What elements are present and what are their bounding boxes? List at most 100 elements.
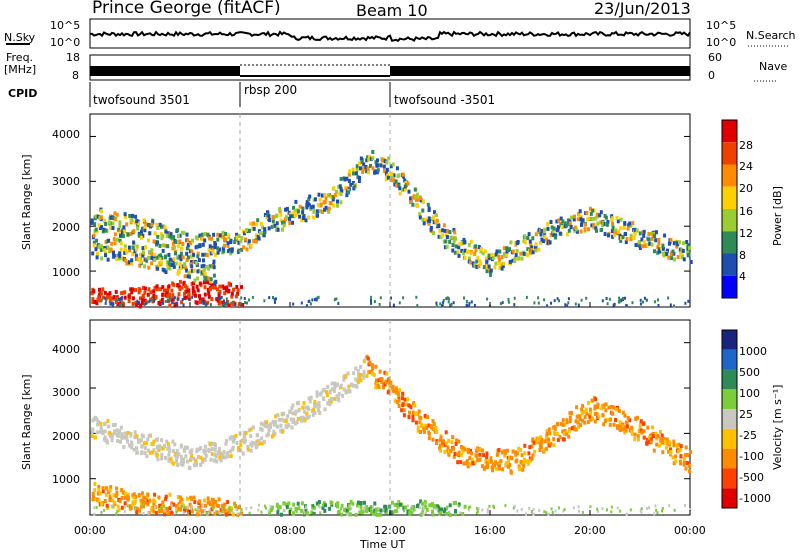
velocity-cell: [490, 465, 494, 470]
power-cell: [227, 300, 230, 304]
power-cell: [501, 264, 505, 268]
power-cell: [587, 216, 591, 221]
power-cell: [619, 217, 623, 222]
power-colorbar-frame: [721, 119, 738, 299]
velocity-cell: [232, 436, 236, 441]
velocity-cell: [163, 512, 166, 517]
velocity-cell: [448, 511, 451, 515]
velocity-cell: [218, 511, 221, 515]
power-cell: [657, 237, 661, 242]
power-cell: [202, 280, 206, 285]
velocity-cell: [601, 413, 605, 418]
power-cell: [371, 156, 375, 161]
power-cell: [624, 232, 627, 236]
power-cell: [123, 212, 127, 217]
xtick-3: 12:00: [374, 524, 406, 537]
power-cell: [226, 233, 230, 238]
velocity-cell: [287, 501, 291, 506]
power-cell: [418, 212, 422, 217]
velocity-cell: [295, 510, 298, 514]
velocity-cell: [168, 492, 172, 497]
power-cell: [205, 264, 209, 269]
power-cell: [166, 231, 170, 236]
velocity-cell: [189, 507, 192, 511]
power-cell: [629, 237, 633, 242]
power-cell: [446, 296, 449, 300]
power-cell: [622, 296, 624, 300]
velocity-cell: [313, 410, 317, 415]
velocity-cell: [317, 401, 321, 406]
power-cell: [403, 187, 407, 192]
power-cell: [162, 288, 166, 293]
velocity-cell: [285, 425, 289, 430]
velocity-cell: [212, 506, 215, 510]
power-cell: [513, 259, 517, 263]
power-cell: [432, 220, 436, 225]
power-cell: [94, 227, 98, 232]
power-cell: [131, 296, 135, 301]
velocity-cell: [596, 404, 600, 409]
power-colorbar-swatch-5: [722, 231, 737, 254]
velocity-cell: [369, 505, 373, 509]
velocity-cell: [523, 457, 527, 462]
power-cell: [92, 240, 96, 245]
power-cell: [212, 273, 216, 278]
velocity-cell: [465, 459, 469, 464]
velocity-cell: [223, 508, 227, 513]
power-cell: [183, 262, 187, 266]
power-cell: [159, 299, 163, 304]
velocity-cell: [277, 417, 281, 422]
power-cell: [423, 217, 427, 222]
velocity-cell: [228, 507, 231, 511]
velocity-cell: [476, 511, 478, 515]
velocity-cell: [317, 404, 321, 409]
velocity-cell: [333, 396, 337, 401]
power-cell: [114, 289, 118, 294]
velocity-cell: [240, 507, 243, 511]
velocity-cell: [639, 508, 642, 512]
power-cell: [161, 292, 165, 297]
velocity-cell: [425, 505, 427, 509]
power-cell: [149, 297, 153, 302]
power-cell: [561, 219, 565, 224]
power-cell: [617, 229, 620, 234]
power-cell: [203, 285, 207, 290]
velocity-cell: [312, 511, 316, 516]
power-cell: [374, 169, 378, 174]
velocity-cell: [562, 509, 565, 513]
power-cell: [140, 235, 143, 240]
velocity-cell: [655, 434, 659, 439]
power-cell: [182, 230, 186, 235]
power-cell: [431, 215, 435, 220]
power-cell: [115, 296, 119, 301]
power-cell: [115, 212, 119, 217]
power-cell: [195, 284, 199, 289]
velocity-cell: [469, 505, 472, 509]
power-cell: [221, 284, 225, 289]
velocity-cell: [427, 431, 431, 436]
velocity-cell: [630, 425, 634, 430]
velocity-cell: [505, 463, 508, 467]
power-cell: [182, 281, 186, 286]
power-cell: [161, 248, 165, 253]
velocity-cell: [339, 512, 343, 517]
velocity-cell: [396, 391, 400, 396]
velocity-cell: [268, 510, 272, 515]
power-colorbar-swatch-6: [722, 253, 737, 276]
power-cell: [361, 170, 365, 174]
power-cell: [327, 209, 331, 214]
power-cell: [223, 243, 226, 248]
power-cell: [412, 194, 416, 199]
power-cell: [155, 287, 159, 292]
velocity-cell: [402, 408, 406, 413]
velocity-cell: [597, 509, 600, 513]
velocity-cell: [456, 460, 460, 465]
velocity-cell: [258, 503, 260, 507]
velocity-cell: [260, 436, 264, 441]
velocity-cell: [214, 443, 217, 448]
power-cell: [217, 301, 221, 306]
velocity-cell: [276, 413, 280, 418]
velocity-cell: [201, 503, 204, 507]
power-colorbar-swatch-2: [722, 164, 737, 187]
power-cell: [94, 247, 98, 252]
